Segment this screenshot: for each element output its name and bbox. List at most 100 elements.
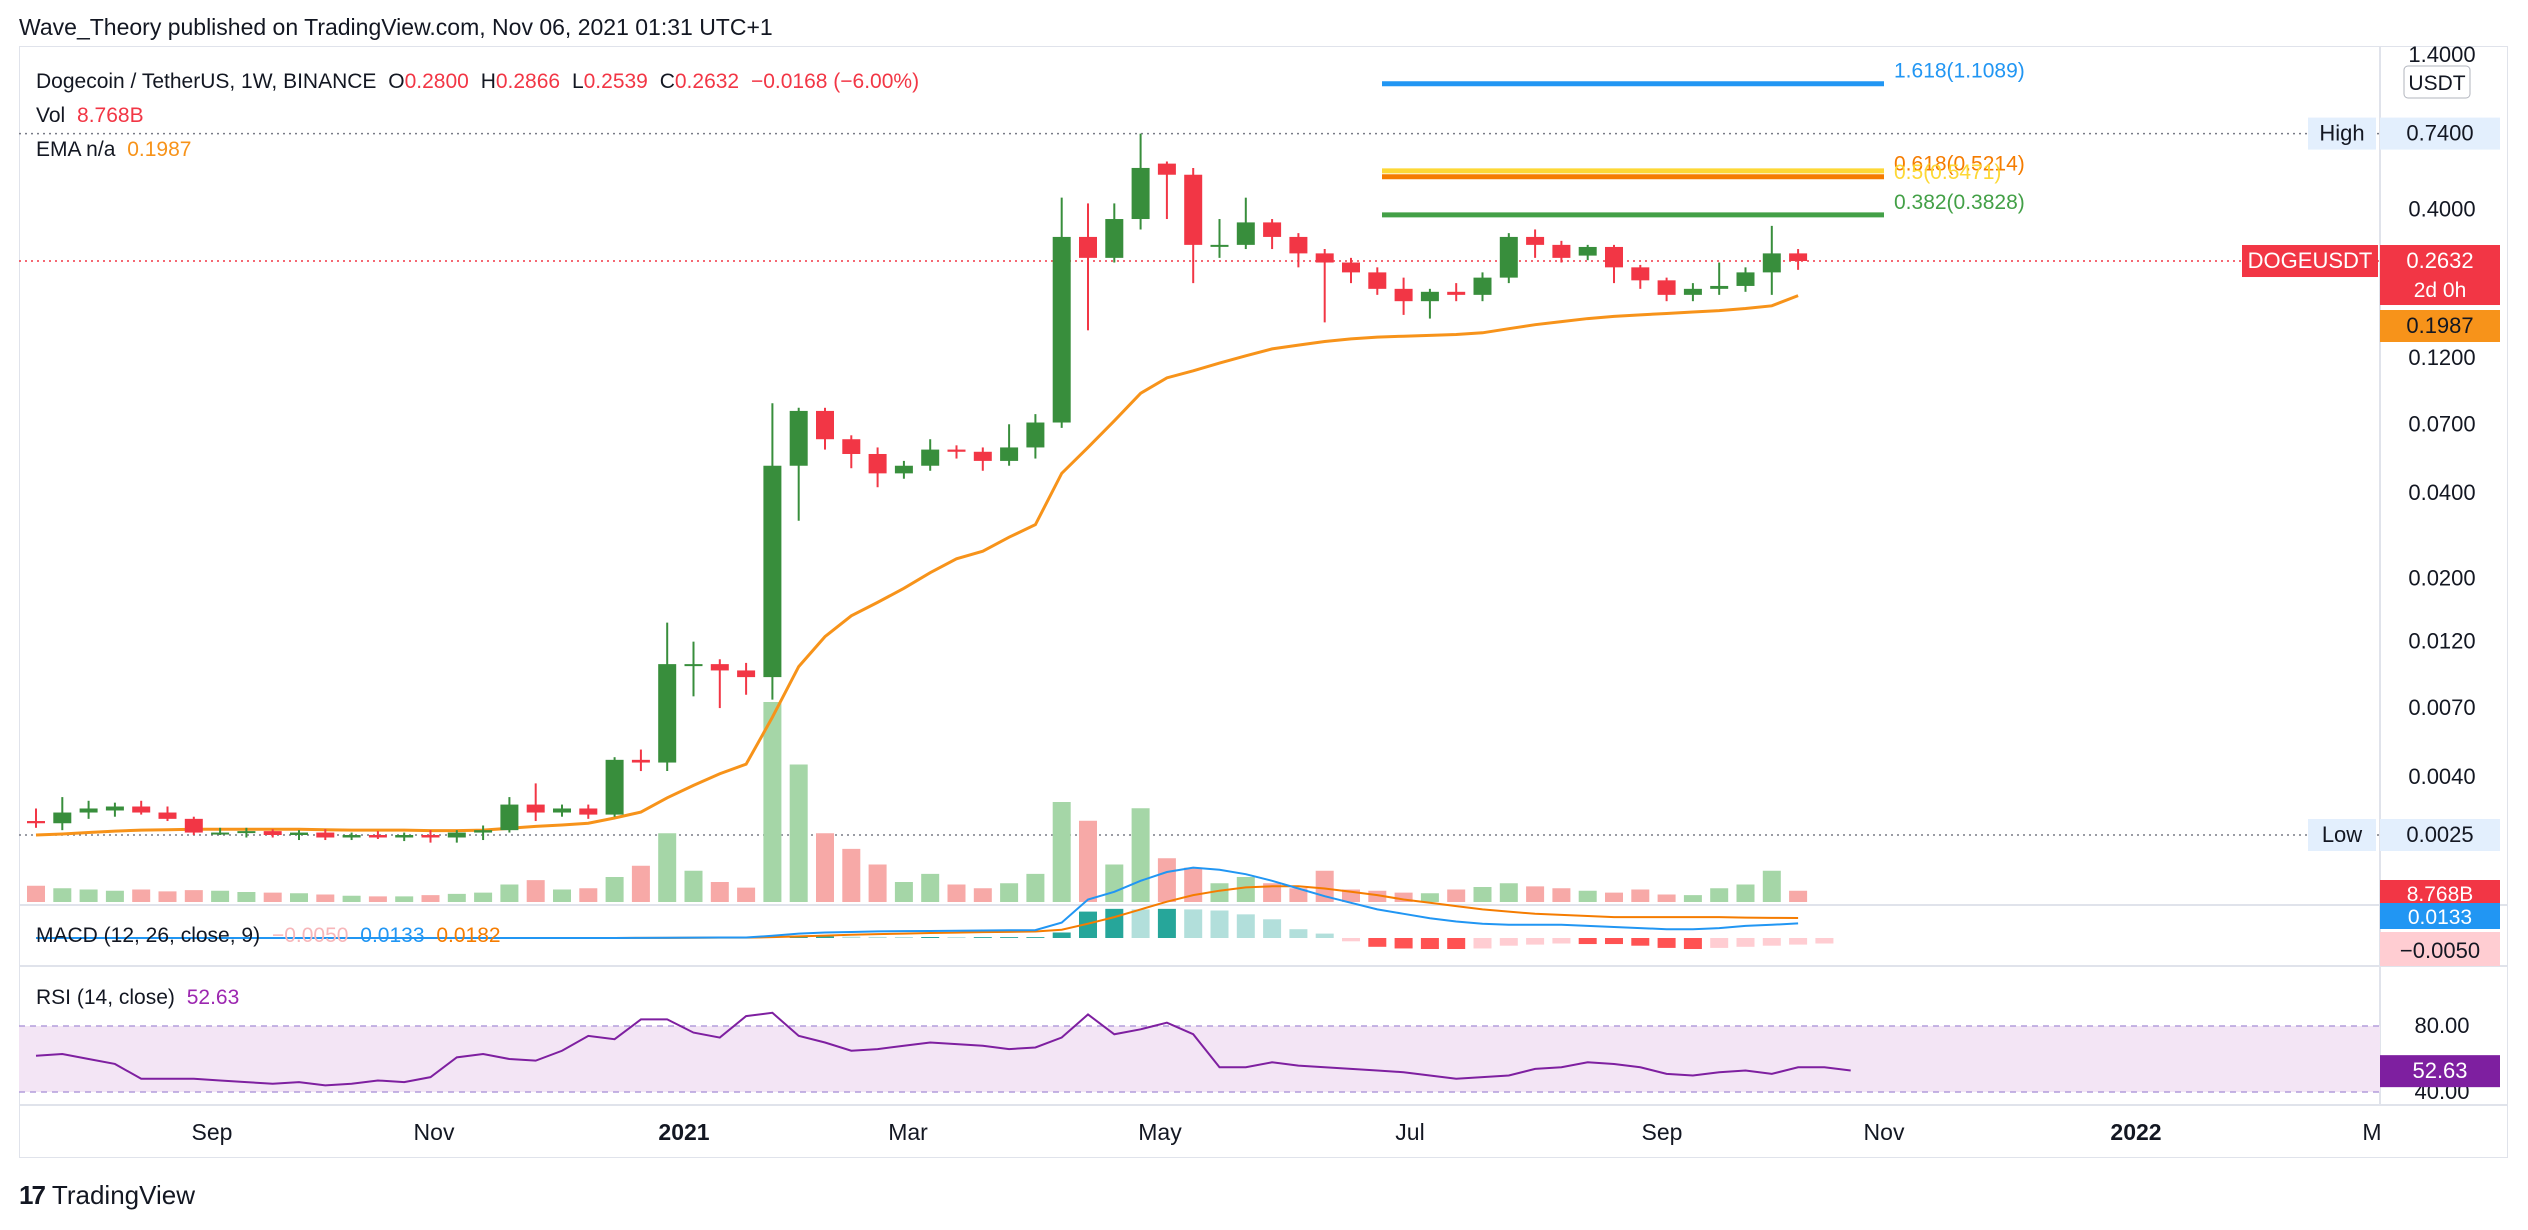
volume-bar	[1578, 890, 1597, 902]
macd-hist-bar	[1026, 937, 1045, 938]
chart-frame	[19, 46, 2508, 1158]
volume-bar	[1552, 888, 1571, 902]
high-value: 0.7400	[2406, 121, 2473, 146]
volume-bar	[1079, 820, 1097, 902]
macd-hist-bar	[1499, 938, 1518, 946]
candle-body	[1236, 222, 1255, 245]
macd-hist-bar	[816, 936, 834, 938]
volume-bar	[684, 870, 703, 902]
macd-hist-bar	[1210, 910, 1229, 938]
rsi-level-80: 80.00	[2414, 1013, 2469, 1038]
candle-body	[1394, 288, 1413, 302]
macd-legend: MACD (12, 26, close, 9) −0.0050 0.0133 0…	[36, 924, 507, 948]
volume-bar	[1026, 873, 1045, 902]
candle-body	[684, 664, 703, 667]
macd-line-tag	[2380, 903, 2500, 929]
time-tick: Nov	[1864, 1119, 1905, 1145]
candle-body	[105, 806, 124, 811]
volume-bar	[316, 894, 335, 902]
volume-bar	[605, 877, 624, 902]
macd-hist-tag-value: −0.0050	[2400, 938, 2480, 963]
price-tick: 0.0070	[2408, 695, 2475, 720]
price-tick: 0.0400	[2408, 480, 2475, 505]
volume-bar	[1605, 892, 1623, 902]
volume-legend: Vol 8.768B	[36, 104, 150, 128]
currency-label: USDT	[2408, 72, 2465, 95]
ema-legend: EMA n/a 0.1987	[36, 138, 197, 162]
macd-hist-bar	[1683, 938, 1702, 949]
volume-bar	[579, 888, 598, 902]
open-value: 0.2800	[404, 70, 469, 93]
volume-bar	[1131, 808, 1150, 902]
candle-body	[1000, 447, 1019, 461]
macd-hist-bar	[1420, 938, 1439, 949]
candle-body	[1605, 246, 1623, 268]
candle-body	[1342, 262, 1360, 273]
candle-body	[1447, 291, 1466, 295]
ema-tag	[2380, 310, 2500, 342]
high-label: H	[480, 70, 496, 93]
macd-signal-value: 0.0182	[436, 924, 501, 947]
rsi-legend: RSI (14, close) 52.63	[36, 986, 245, 1010]
high-value: 0.2866	[495, 70, 561, 93]
candle-body	[816, 410, 834, 440]
macd-hist-bar	[1079, 911, 1097, 938]
macd-hist-bar	[1762, 938, 1781, 946]
volume-bar	[342, 895, 361, 902]
candle-body	[316, 832, 335, 838]
macd-hist-bar	[1184, 909, 1203, 938]
macd-line-tag-value: 0.0133	[2408, 906, 2472, 929]
candle-body	[553, 808, 571, 813]
last-price-tag	[2380, 245, 2500, 306]
candle-body	[368, 835, 387, 838]
macd-hist-bar	[1236, 914, 1255, 938]
candles	[27, 133, 1808, 843]
macd-hist-bar	[1526, 938, 1545, 945]
axes: 1.4000 0.4000 0.1200 0.0700 0.0400 0.0200 0.01…	[192, 42, 2500, 1145]
volume-bar	[553, 889, 571, 902]
macd-hist-bar	[868, 936, 887, 938]
low-tag	[2308, 819, 2376, 851]
volume-bar	[132, 889, 151, 902]
volume-bar	[973, 888, 992, 902]
rsi-label: RSI (14, close)	[36, 986, 175, 1009]
volume-bar	[737, 887, 756, 902]
macd-hist-bar	[1131, 909, 1150, 938]
macd-hist-bar	[1263, 919, 1282, 938]
candle-body	[1631, 267, 1650, 281]
macd-hist-bar	[1289, 929, 1308, 938]
candle-body	[1789, 253, 1808, 262]
ema-path	[35, 294, 1799, 837]
macd-hist-bar	[1394, 938, 1413, 949]
volume-bar	[1526, 886, 1545, 902]
volume-bar	[1263, 883, 1282, 902]
macd-hist-bar	[1447, 938, 1466, 949]
volume-bar	[158, 891, 177, 902]
candle-body	[1710, 285, 1729, 289]
volume-bar	[789, 764, 808, 902]
volume-bar	[1052, 802, 1071, 902]
volume-bar	[1105, 864, 1124, 902]
volume-bar	[1236, 877, 1255, 902]
time-tick: Jul	[1395, 1119, 1424, 1145]
volume-bar	[1710, 888, 1729, 902]
candle-body	[1552, 244, 1571, 258]
candle-body	[526, 804, 545, 813]
time-tick: Nov	[414, 1119, 455, 1145]
candle-body	[1473, 277, 1492, 295]
time-tick: Mar	[888, 1119, 928, 1145]
ema-value: 0.1987	[127, 138, 192, 161]
candle-body	[631, 759, 650, 763]
volume-bar	[1289, 888, 1308, 902]
candle-body	[1368, 272, 1387, 289]
volume-bar	[1683, 895, 1702, 902]
ema-tag-value: 0.1987	[2406, 313, 2473, 338]
candle-body	[421, 835, 440, 838]
footer-brand[interactable]: 17 TradingView	[19, 1180, 195, 1211]
volume-bar	[710, 882, 729, 902]
macd-hist-bar	[1736, 938, 1755, 947]
macd-hist-bar	[1710, 938, 1729, 948]
macd-hist-bar	[1631, 938, 1650, 946]
macd-hist-tag	[2380, 932, 2500, 966]
